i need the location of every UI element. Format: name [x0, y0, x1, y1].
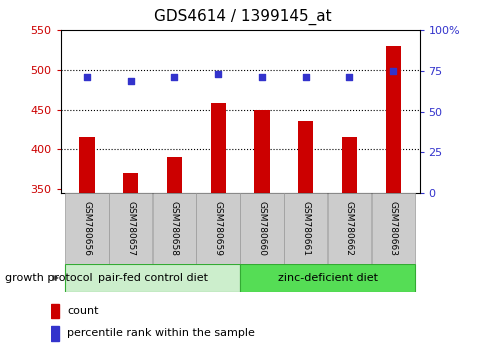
Text: GSM780658: GSM780658 — [169, 201, 179, 256]
Bar — [65, 193, 108, 264]
Text: percentile rank within the sample: percentile rank within the sample — [67, 328, 254, 338]
Point — [257, 74, 265, 80]
Bar — [196, 193, 240, 264]
Bar — [371, 193, 414, 264]
Bar — [109, 193, 152, 264]
Text: GSM780656: GSM780656 — [82, 201, 91, 256]
Text: GSM780663: GSM780663 — [388, 201, 397, 256]
Bar — [298, 121, 313, 193]
Point — [389, 68, 396, 74]
Text: count: count — [67, 306, 98, 316]
Bar — [327, 193, 370, 264]
Point — [83, 74, 91, 80]
Bar — [65, 264, 240, 292]
Bar — [51, 326, 59, 341]
Bar — [79, 137, 94, 193]
Bar — [166, 157, 182, 193]
Bar — [152, 193, 196, 264]
Bar — [254, 110, 269, 193]
Bar — [284, 193, 327, 264]
Text: growth protocol: growth protocol — [5, 273, 92, 283]
Point — [345, 74, 353, 80]
Text: GSM780657: GSM780657 — [126, 201, 135, 256]
Point — [214, 71, 222, 77]
Point — [301, 74, 309, 80]
Bar — [210, 103, 226, 193]
Text: GSM780662: GSM780662 — [344, 201, 353, 256]
Bar — [240, 193, 283, 264]
Point — [170, 74, 178, 80]
Bar — [51, 304, 59, 319]
Text: GSM780661: GSM780661 — [301, 201, 310, 256]
Text: pair-fed control diet: pair-fed control diet — [97, 273, 207, 283]
Text: zinc-deficient diet: zinc-deficient diet — [277, 273, 377, 283]
Bar — [341, 137, 356, 193]
Bar — [240, 264, 414, 292]
Point — [126, 78, 134, 84]
Text: GSM780659: GSM780659 — [213, 201, 222, 256]
Bar — [123, 173, 138, 193]
Text: GDS4614 / 1399145_at: GDS4614 / 1399145_at — [153, 9, 331, 25]
Text: GSM780660: GSM780660 — [257, 201, 266, 256]
Bar — [385, 46, 400, 193]
